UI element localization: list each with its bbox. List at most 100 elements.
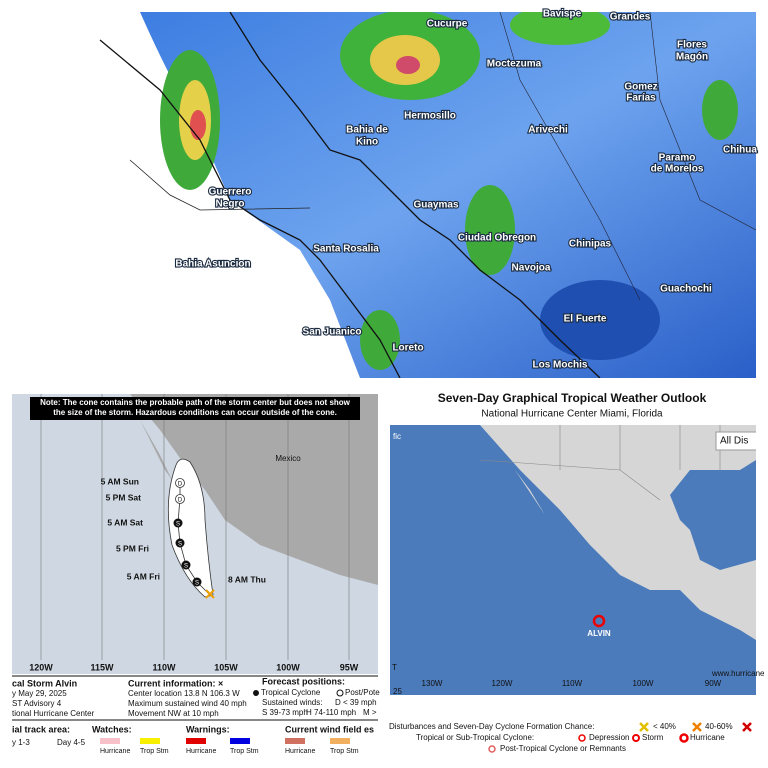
forecast-heading: Forecast positions: [262, 676, 345, 686]
place-label: Gomez [624, 82, 657, 93]
place-label: Chihua [723, 145, 757, 156]
edge-label: T [392, 663, 397, 672]
place-label: Grandes [610, 12, 651, 23]
longitude-label: 120W [492, 679, 513, 688]
legend-item: Tropical Cyclone [261, 688, 321, 697]
edge-label: 25 [393, 687, 402, 696]
legend-item: Post-Tropical Cyclone or Remnants [500, 744, 626, 753]
place-label: Bavispe [543, 9, 582, 20]
country-label: Mexico [275, 454, 301, 463]
place-label: Santa Rosalia [313, 244, 379, 255]
place-label: Paramo [659, 153, 696, 164]
cone-note: the size of the storm. Hazardous conditi… [53, 408, 337, 417]
legend-item: Depression [589, 733, 629, 742]
place-label: Bahia de [346, 125, 388, 136]
forecast-time: 8 AM Thu [228, 574, 266, 584]
legend-heading: Disturbances and Seven-Day Cyclone Forma… [389, 722, 594, 731]
longitude-label: 95W [340, 662, 359, 672]
point-symbol: S [195, 581, 199, 587]
point-symbol: D [178, 482, 183, 488]
legend-heading: Tropical or Sub-Tropical Cyclone: [416, 733, 534, 742]
point-symbol: S [176, 522, 180, 528]
outlook-graphic [388, 390, 756, 756]
longitude-label: 90W [705, 679, 722, 688]
place-label: San Juanico [303, 327, 362, 338]
longitude-label: 100W [276, 662, 300, 672]
legend-heading: Watches: [92, 724, 132, 734]
rain-map [12, 12, 756, 378]
legend-heading: Warnings: [186, 724, 230, 734]
legend-item: H 74-110 mph [306, 708, 356, 717]
place-label: Kino [356, 137, 378, 148]
place-label: Hermosillo [404, 111, 456, 122]
place-label: Arivechi [528, 125, 568, 136]
legend-item: < 40% [653, 722, 676, 731]
legend-item: Trop Stm [330, 748, 359, 755]
info-heading: Current information: × [128, 678, 223, 688]
longitude-label: 110W [152, 662, 176, 672]
legend-item: S 39-73 mph [262, 708, 308, 717]
place-label: El Fuerte [564, 314, 607, 325]
legend-item: Day 4-5 [57, 738, 86, 747]
longitude-label: 110W [562, 679, 583, 688]
place-label: Moctezuma [487, 59, 542, 70]
storm-info: tional Hurricane Center [12, 709, 95, 718]
forecast-time: 5 AM Sat [107, 517, 143, 527]
longitude-label: 115W [90, 662, 114, 672]
legend-item: Hurricane [100, 748, 130, 755]
longitude-label: 130W [422, 679, 443, 688]
legend-item: M > [363, 708, 377, 717]
website-label: www.hurricane [711, 669, 765, 678]
cone-note: Note: The cone contains the probable pat… [40, 398, 351, 407]
place-label: Cucurpe [427, 19, 468, 30]
place-label: Farías [626, 93, 656, 104]
cone-graphic [12, 394, 378, 756]
legend-heading: ial track area: [12, 724, 70, 734]
legend-item: Post/Pote [345, 688, 380, 697]
legend-item: Trop Stm [140, 748, 169, 755]
place-label: Ciudad Obregon [458, 233, 536, 244]
place-label: Negro [216, 199, 245, 210]
place-label: Bahia Asuncion [175, 259, 250, 270]
legend-item: Hurricane [285, 748, 315, 755]
filter-button[interactable]: All Dis [720, 436, 748, 447]
info-line: Movement NW at 10 mph [128, 709, 219, 718]
place-label: Los Mochis [532, 360, 587, 371]
legend-heading: Current wind field es [285, 724, 374, 734]
legend-item: 40-60% [705, 722, 733, 731]
ocean-label: fic [393, 432, 401, 441]
storm-info: y May 29, 2025 [12, 689, 67, 698]
legend-item: y 1-3 [12, 738, 30, 747]
longitude-label: 105W [214, 662, 238, 672]
place-label: Guerrero [209, 187, 252, 198]
legend-item: Hurricane [186, 748, 216, 755]
longitude-label: 100W [633, 679, 654, 688]
storm-title: cal Storm Alvin [12, 678, 77, 688]
outlook-title: Seven-Day Graphical Tropical Weather Out… [438, 391, 707, 405]
legend-item: Hurricane [690, 733, 725, 742]
legend-item: D < 39 mph [335, 698, 377, 707]
place-label: Magón [676, 52, 708, 63]
place-label: Guachochi [660, 284, 712, 295]
outlook-subtitle: National Hurricane Center Miami, Florida [481, 409, 663, 420]
info-line: Center location 13.8 N 106.3 W [128, 689, 240, 698]
point-symbol: S [178, 542, 182, 548]
longitude-label: 120W [29, 662, 53, 672]
forecast-time: 5 PM Sat [106, 492, 142, 502]
point-symbol: D [178, 498, 183, 504]
storm-label: ALVIN [587, 629, 611, 638]
info-line: Maximum sustained wind 40 mph [128, 699, 247, 708]
place-label: Guaymas [413, 200, 458, 211]
place-label: Navojoa [512, 263, 551, 274]
legend-item: Storm [642, 733, 664, 742]
place-label: Flores [677, 40, 707, 51]
place-label: Chinipas [569, 239, 612, 250]
place-label: Loreto [392, 343, 423, 354]
forecast-time: 5 PM Fri [116, 543, 149, 553]
legend-item: Trop Stm [230, 748, 259, 755]
forecast-time: 5 AM Sun [101, 476, 139, 486]
storm-info: ST Advisory 4 [12, 699, 62, 708]
forecast-time: 5 AM Fri [127, 571, 160, 581]
place-label: de Morelos [651, 164, 704, 175]
